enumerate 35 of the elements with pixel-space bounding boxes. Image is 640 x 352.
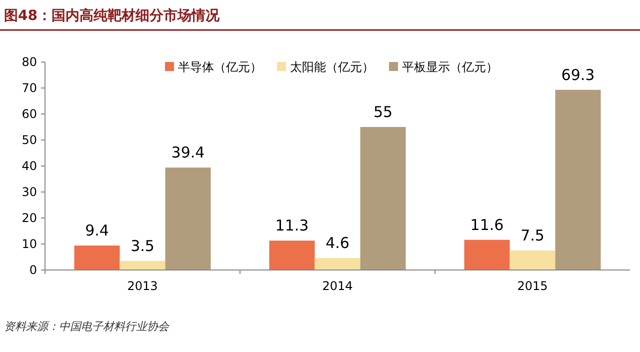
legend-label: 平板显示（亿元） [402, 60, 498, 74]
bar [269, 240, 315, 270]
x-tick-label: 2015 [517, 279, 548, 293]
data-label: 69.3 [561, 66, 595, 84]
data-label: 4.6 [326, 234, 350, 252]
y-tick-label: 40 [22, 159, 37, 173]
legend-label: 半导体（亿元） [178, 60, 262, 74]
data-label: 11.6 [470, 216, 504, 234]
bar [464, 240, 510, 270]
y-tick-label: 70 [22, 81, 37, 95]
x-tick-label: 2013 [127, 279, 158, 293]
y-tick-label: 80 [22, 55, 37, 69]
y-tick-label: 60 [22, 107, 37, 121]
bar [555, 90, 601, 270]
data-label: 7.5 [520, 226, 544, 244]
chart-title: 图48：国内高纯靶材细分市场情况 [4, 7, 220, 24]
y-tick-label: 30 [22, 185, 37, 199]
legend-label: 太阳能（亿元） [290, 60, 374, 74]
y-tick-label: 20 [22, 211, 37, 225]
x-tick-label: 2014 [322, 279, 353, 293]
data-label: 3.5 [130, 236, 154, 255]
y-tick-label: 10 [22, 237, 37, 251]
bar [120, 260, 166, 270]
bar [510, 250, 556, 270]
text: 资料来源：中国电子材料行业协会 [4, 320, 170, 333]
bar [360, 127, 406, 270]
data-label: 39.4 [171, 144, 205, 162]
bar [165, 168, 211, 270]
data-label: 55 [373, 103, 393, 121]
data-label: 11.3 [275, 216, 309, 235]
bar [314, 258, 360, 270]
y-tick-label: 50 [22, 133, 37, 147]
data-label: 9.4 [85, 222, 109, 240]
y-tick-label: 0 [29, 263, 37, 277]
bar [74, 246, 120, 270]
